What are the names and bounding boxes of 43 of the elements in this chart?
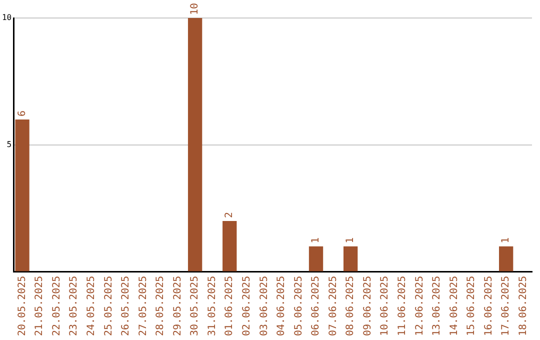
bar bbox=[343, 246, 358, 272]
bar bbox=[308, 246, 324, 272]
x-tick-label: 13.06.2025 bbox=[432, 276, 443, 336]
x-tick-label: 03.06.2025 bbox=[258, 276, 270, 336]
x-tick-label: 28.05.2025 bbox=[155, 276, 166, 336]
x-tick-label: 15.06.2025 bbox=[466, 276, 478, 336]
y-tick-label: 5 bbox=[6, 140, 12, 149]
x-tick-label: 02.06.2025 bbox=[241, 276, 252, 336]
bar bbox=[188, 18, 202, 272]
x-tick-label: 05.06.2025 bbox=[293, 276, 304, 336]
x-tick-label: 22.05.2025 bbox=[51, 276, 62, 336]
x-tick-label: 06.06.2025 bbox=[310, 276, 322, 336]
data-label: 1 bbox=[500, 237, 512, 244]
x-tick-label: 24.05.2025 bbox=[86, 276, 97, 336]
data-label: 10 bbox=[190, 2, 201, 15]
x-tick-label: 26.05.2025 bbox=[120, 276, 132, 336]
x-tick-label: 23.05.2025 bbox=[68, 276, 80, 336]
x-tick-label: 21.05.2025 bbox=[34, 276, 46, 336]
x-tick-label: 18.06.2025 bbox=[518, 276, 529, 336]
x-tick-label: 11.06.2025 bbox=[397, 276, 408, 336]
data-label: 1 bbox=[310, 237, 322, 244]
bar bbox=[222, 221, 237, 272]
x-tick-label: 14.06.2025 bbox=[448, 276, 460, 336]
x-tick-label: 12.06.2025 bbox=[414, 276, 426, 336]
x-tick-label: 25.05.2025 bbox=[103, 276, 114, 336]
x-tick-label: 20.05.2025 bbox=[16, 276, 28, 336]
x-tick-label: 08.06.2025 bbox=[345, 276, 356, 336]
x-tick-label: 07.06.2025 bbox=[328, 276, 339, 336]
x-tick-label: 10.06.2025 bbox=[380, 276, 391, 336]
data-label: 2 bbox=[224, 212, 236, 218]
x-tick-label: 29.05.2025 bbox=[172, 276, 184, 336]
x-tick-label: 27.05.2025 bbox=[138, 276, 149, 336]
x-tick-label: 04.06.2025 bbox=[276, 276, 288, 336]
bar bbox=[499, 246, 514, 272]
x-tick-label: 09.06.2025 bbox=[362, 276, 374, 336]
data-label: 6 bbox=[16, 110, 28, 117]
x-tick-label: 30.05.2025 bbox=[190, 276, 201, 336]
x-tick-label: 16.06.2025 bbox=[483, 276, 494, 336]
bar bbox=[15, 120, 30, 272]
x-tick-label: 01.06.2025 bbox=[224, 276, 236, 336]
x-tick-label: 17.06.2025 bbox=[500, 276, 512, 336]
data-label: 1 bbox=[345, 237, 356, 244]
x-tick-label: 31.05.2025 bbox=[206, 276, 218, 336]
